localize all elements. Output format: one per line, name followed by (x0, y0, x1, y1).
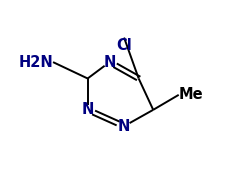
Text: N: N (118, 119, 130, 134)
Text: Me: Me (179, 87, 203, 102)
Text: N: N (103, 55, 116, 70)
Text: N: N (82, 102, 94, 117)
Text: Cl: Cl (116, 38, 132, 53)
Text: H2N: H2N (18, 55, 53, 70)
